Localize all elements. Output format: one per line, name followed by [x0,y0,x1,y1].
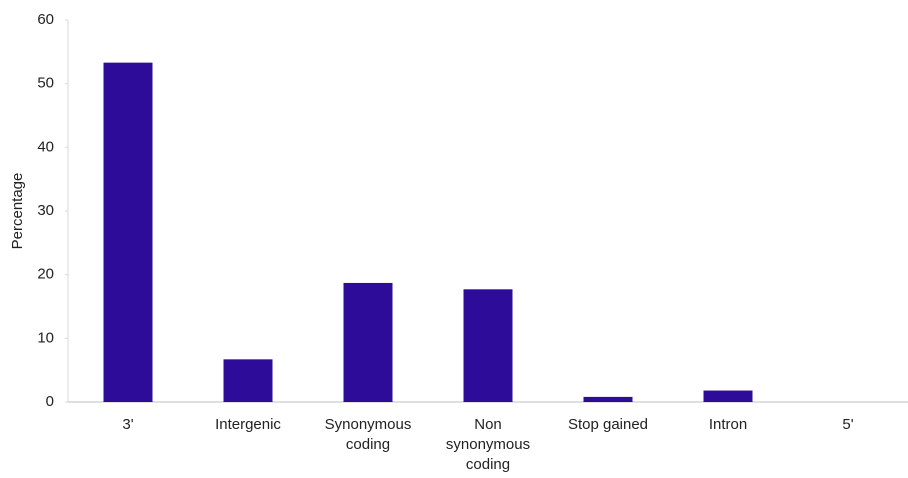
x-tick-label: Intergenic [215,416,281,433]
y-tick-label: 20 [37,266,54,283]
x-tick-label: Non synonymous coding [445,416,531,473]
y-tick-label: 0 [46,393,54,410]
y-tick-label: 10 [37,329,54,346]
x-tick-label: 5' [842,416,854,433]
bar [463,289,513,402]
x-tick-label: Stop gained [567,416,649,433]
x-tick-label: Intron [708,416,748,433]
y-tick-label: 30 [37,202,54,219]
x-tick-label: 3' [122,416,134,433]
x-tick-label: Synonymous coding [324,416,412,453]
y-axis-label: Percentage [9,173,26,250]
y-tick-label: 60 [37,11,54,28]
bar [703,390,753,402]
bar [583,396,633,402]
bar [223,359,273,402]
y-tick-label: 40 [37,138,54,155]
y-tick-label: 50 [37,75,54,92]
bar [343,282,393,402]
bar [103,62,153,402]
